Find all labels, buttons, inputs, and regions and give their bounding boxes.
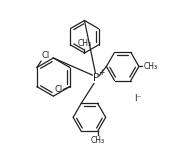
Text: P: P — [93, 73, 99, 83]
Text: +: + — [98, 68, 105, 77]
Text: CH₃: CH₃ — [77, 39, 92, 48]
Text: CH₃: CH₃ — [90, 136, 105, 145]
Text: Cl: Cl — [42, 51, 50, 60]
Text: I⁻: I⁻ — [134, 94, 142, 103]
Text: Cl: Cl — [55, 85, 63, 94]
Text: CH₃: CH₃ — [143, 62, 157, 71]
